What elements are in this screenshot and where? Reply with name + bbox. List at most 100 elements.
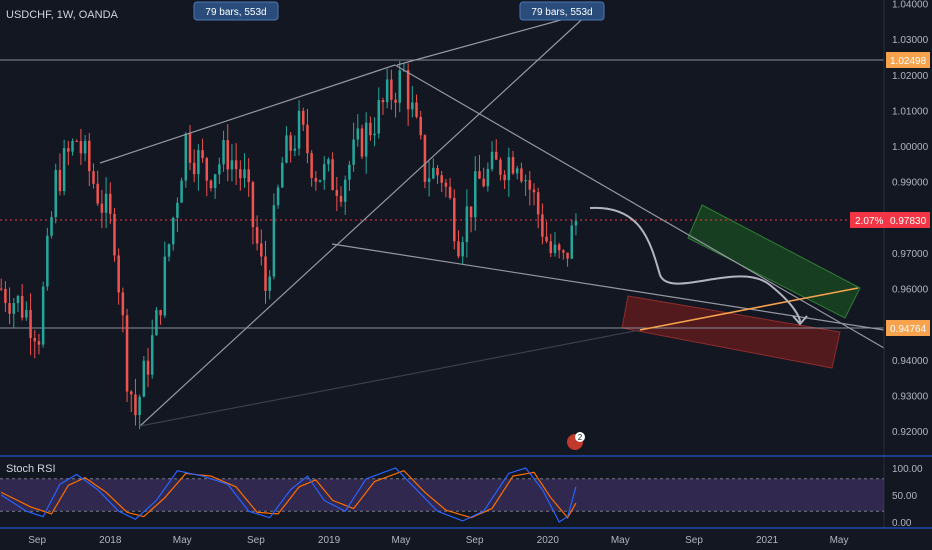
price-tick-label: 1.04000	[892, 0, 929, 11]
candle-body	[536, 192, 540, 215]
candle-body	[276, 187, 280, 206]
candle-body	[419, 116, 422, 136]
candle-body	[67, 148, 70, 152]
time-tick-label: Sep	[466, 535, 484, 546]
candle-body	[461, 242, 464, 257]
candle-body	[390, 79, 393, 100]
candle-body	[394, 99, 397, 103]
candle-body	[541, 214, 544, 237]
candle-body	[113, 213, 116, 256]
candle-body	[339, 195, 343, 202]
candle-body	[167, 244, 171, 257]
bottom-level-tag: 0.94764	[890, 324, 927, 335]
candle-body	[117, 255, 120, 293]
candle-body	[230, 160, 234, 170]
candle-body	[377, 100, 381, 134]
candle-body	[180, 180, 183, 203]
price-tick-label: 0.93000	[892, 391, 929, 402]
top-level-tag-box	[886, 52, 930, 68]
candle-body	[155, 310, 158, 336]
time-tick-label: Sep	[685, 535, 703, 546]
lower-trendline	[331, 243, 885, 331]
measure-label-right-box	[519, 1, 605, 21]
candle-body	[54, 170, 57, 218]
candle-body	[184, 133, 188, 181]
short-target-zone	[621, 295, 841, 369]
price-tick-label: 1.02000	[892, 71, 929, 82]
trade-zones	[621, 204, 861, 369]
candle-body	[381, 100, 385, 103]
price-tick-label: 1.00000	[892, 142, 929, 153]
candle-body	[12, 303, 16, 314]
candle-body	[482, 178, 485, 187]
candle-body	[222, 140, 225, 165]
price-tick-label: 0.94000	[892, 356, 929, 367]
candle-body	[532, 189, 536, 193]
candle-body	[234, 160, 238, 170]
candle-body	[281, 162, 284, 188]
time-tick-label: May	[391, 535, 410, 546]
long-term-trendline	[139, 329, 641, 427]
candle-body	[356, 128, 360, 140]
candle-body	[306, 124, 309, 154]
candle-body	[192, 162, 196, 175]
candle-body	[25, 310, 28, 318]
candle-body	[515, 168, 519, 174]
candle-body	[8, 303, 11, 314]
candle-body	[96, 183, 99, 204]
indicator-name: Stoch RSI	[6, 463, 56, 475]
price-tick-label: 0.92000	[892, 427, 929, 438]
candle-body	[226, 140, 230, 170]
event-badge	[575, 432, 585, 442]
candle-body	[369, 122, 372, 136]
candle-body	[486, 168, 490, 187]
price-tick-label: 0.99000	[892, 178, 929, 189]
candle-body	[58, 170, 62, 192]
candle-body	[37, 341, 41, 345]
candle-body	[289, 135, 292, 151]
change-pct-box	[850, 212, 886, 228]
candle-body	[545, 236, 548, 242]
candle-body	[129, 391, 133, 395]
candle-body	[465, 206, 469, 243]
measure-label-left: 79 bars, 553d	[205, 7, 266, 18]
event-badge-count: 2	[578, 433, 583, 442]
candle-body	[494, 151, 498, 160]
candle-body	[364, 122, 368, 157]
candle-body	[553, 244, 557, 254]
stoch-k-line	[0, 467, 577, 523]
time-tick-label: May	[173, 535, 192, 546]
candle-body	[188, 133, 192, 163]
candle-body	[574, 221, 578, 226]
candle-body	[104, 193, 108, 213]
candle-body	[331, 159, 334, 190]
candle-body	[33, 338, 37, 342]
candle-body	[352, 139, 355, 165]
candle-body	[125, 315, 129, 392]
bottom-level-tag-box	[886, 320, 930, 336]
candle-body	[209, 180, 213, 189]
candle-body	[201, 150, 204, 159]
top-level-tag: 1.02498	[890, 56, 927, 67]
candle-body	[406, 70, 410, 110]
time-tick-label: 2021	[756, 535, 779, 546]
candle-body	[348, 164, 351, 180]
candle-body	[440, 175, 443, 183]
candle-body	[524, 180, 527, 182]
candle-body	[146, 360, 150, 375]
candle-body	[79, 141, 83, 154]
time-tick-label: 2018	[99, 535, 122, 546]
candle-body	[549, 241, 553, 254]
stoch-tick-label: 0.00	[892, 518, 912, 529]
candle-body	[41, 286, 45, 345]
candle-body	[503, 174, 506, 181]
candle-body	[562, 250, 565, 253]
measure-label-right: 79 bars, 553d	[531, 7, 592, 18]
candle-body	[159, 310, 162, 316]
descending-trendline	[394, 64, 885, 349]
price-tick-label: 0.96000	[892, 285, 929, 296]
candle-body	[46, 235, 49, 287]
candle-body	[75, 140, 78, 142]
candle-body	[478, 171, 481, 179]
